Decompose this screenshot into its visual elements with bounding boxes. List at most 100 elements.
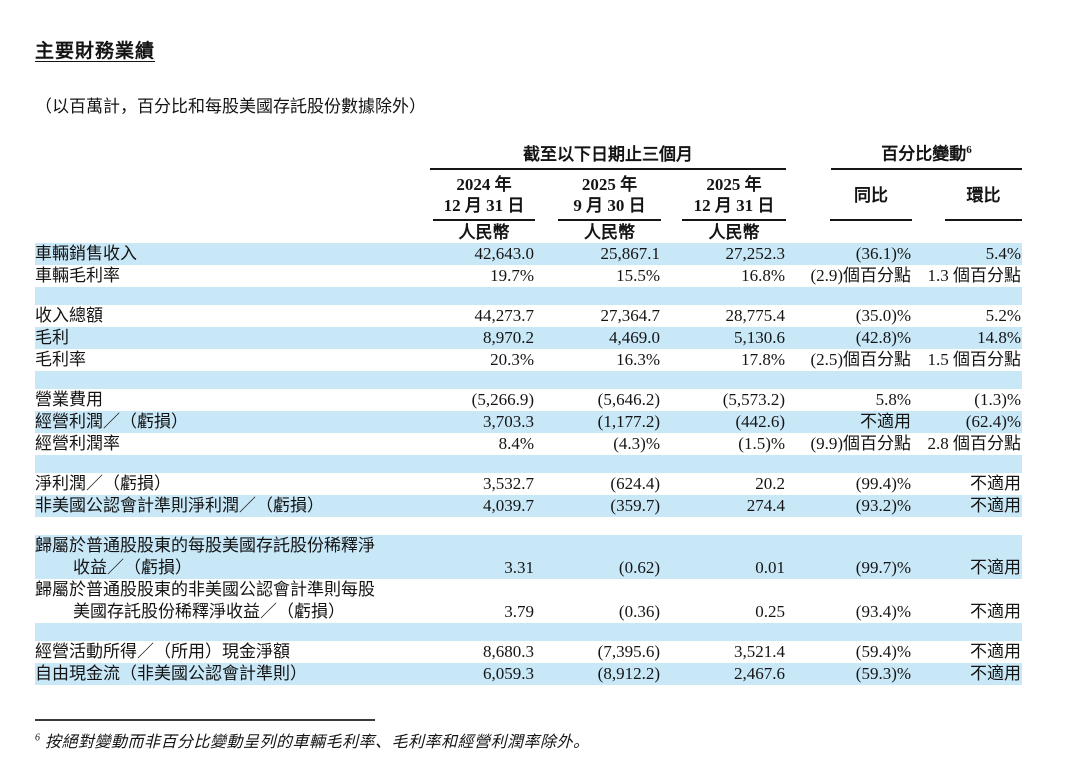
cell-value: (2.5)個百分點 — [810, 349, 912, 369]
currency-empty — [786, 221, 912, 243]
row-label: 毛利 — [35, 327, 69, 347]
cell-value: 不適用 — [970, 495, 1022, 515]
table-row: 淨利潤／（虧損） 3,532.7 (624.4) 20.2 (99.4)% 不適用 — [35, 473, 1022, 495]
cell-value: 4,039.7 — [483, 495, 534, 515]
row-label: 毛利率 — [35, 349, 86, 369]
group-header-pct-change-cell: 百分比變動6 — [786, 140, 1023, 170]
cell-value: (0.62) — [618, 557, 660, 577]
cell-value: 不適用 — [860, 411, 912, 431]
cell-value: (93.2)% — [855, 495, 912, 515]
table-row: 收入總額 44,273.7 27,364.7 28,775.4 (35.0)% 5.2% — [35, 305, 1022, 327]
table-row: 自由現金流（非美國公認會計準則） 6,059.3 (8,912.2) 2,467.6 (… — [35, 662, 1023, 685]
currency-label: 人民幣 — [584, 222, 635, 242]
cell-value: (1.5)% — [738, 433, 786, 453]
table-header: 截至以下日期止三個月 百分比變動6 2024 年 12 月 31 日 2025 … — [35, 140, 1023, 243]
table-row: 毛利 8,970.2 4,469.0 5,130.6 (42.8)% 14.8% — [35, 326, 1023, 349]
spacer-row — [35, 370, 1023, 389]
row-label: 自由現金流（非美國公認會計準則） — [35, 663, 307, 683]
group-header-pct-change: 百分比變動6 — [831, 140, 1023, 170]
row-label: 非美國公認會計準則淨利潤／（虧損） — [35, 495, 324, 515]
table-row: 毛利率 20.3% 16.3% 17.8% (2.5)個百分點 1.5 個百分點 — [35, 349, 1022, 371]
cell-value: 0.01 — [755, 557, 786, 577]
footnote-divider — [35, 718, 375, 721]
col-header-2024-12-31: 2024 年 12 月 31 日 — [415, 170, 535, 221]
cell-value: (442.6) — [735, 411, 786, 431]
spacer-row — [35, 286, 1023, 305]
cell-value: 1.5 個百分點 — [927, 349, 1022, 369]
currency-row: 人民幣 人民幣 人民幣 — [35, 221, 1022, 243]
table-body: 車輛銷售收入 42,643.0 25,867.1 27,252.3 (36.1)% 5.4… — [35, 242, 1023, 685]
cell-value: 44,273.7 — [474, 305, 535, 325]
cell-value: (5,573.2) — [722, 389, 786, 409]
cell-value: 5,130.6 — [734, 327, 786, 347]
col-header-2025-12-31: 2025 年 12 月 31 日 — [661, 170, 787, 221]
cell-value: (624.4) — [610, 473, 660, 493]
table-row: 經營利潤率 8.4% (4.3)% (1.5)% (9.9)個百分點 2.8 個百分點 — [35, 433, 1022, 455]
cell-value: 5.4% — [985, 243, 1022, 263]
cell-value: (0.36) — [618, 601, 660, 621]
row-label: 收入總額 — [35, 305, 103, 325]
page-title: 主要財務業績 — [35, 41, 156, 62]
cell-value: (7,395.6) — [597, 641, 660, 661]
table-row: 經營活動所得／（所用）現金淨額 8,680.3 (7,395.6) 3,521.4 (5… — [35, 641, 1022, 663]
col-header-date: 12 月 31 日 — [693, 195, 775, 215]
table-row: 非美國公認會計準則淨利潤／（虧損） 4,039.7 (359.7) 274.4 (93.… — [35, 494, 1023, 517]
table-row: 歸屬於普通股股東的非美國公認會計準則每股 美國存託股份稀釋淨收益／（虧損） 3.79… — [35, 579, 1022, 623]
cell-value: 1.3 個百分點 — [927, 265, 1022, 285]
cell-value: 不適用 — [970, 557, 1022, 577]
spacer-row — [35, 622, 1023, 641]
cell-value: 3.31 — [504, 557, 534, 577]
cell-value: (2.9)個百分點 — [810, 265, 912, 285]
cell-value: 42,643.0 — [474, 243, 535, 263]
cell-value: 20.2 — [755, 473, 786, 493]
cell-value: 8,970.2 — [483, 327, 534, 347]
col-header-year: 2025 年 — [581, 174, 638, 194]
cell-value: 3,532.7 — [483, 473, 534, 493]
cell-value: 20.3% — [490, 349, 534, 369]
group-header-empty — [35, 140, 415, 170]
cell-value: 16.3% — [616, 349, 660, 369]
cell-value: 19.7% — [490, 265, 534, 285]
spacer-cell — [35, 517, 1022, 535]
row-label: 經營利潤率 — [35, 433, 120, 453]
footnote: 6 按絕對變動而非百分比變動呈列的車輛毛利率、毛利率和經營利潤率除外。 — [35, 718, 1022, 752]
cell-value: 2.8 個百分點 — [927, 433, 1022, 453]
cell-value: 4,469.0 — [609, 327, 660, 347]
table-row: 歸屬於普通股股東的每股美國存託股份稀釋淨 收益／（虧損） 3.31 (0.62) 0.0… — [35, 534, 1023, 579]
cell-value: 3,703.3 — [483, 411, 534, 431]
cell-value: (4.3)% — [613, 433, 660, 453]
qoq-label: 環比 — [966, 186, 1001, 206]
cell-value: 2,467.6 — [734, 663, 786, 683]
currency-label: 人民幣 — [458, 222, 510, 242]
footnote-ref-6: 6 — [966, 144, 972, 156]
cell-value: (99.7)% — [855, 557, 912, 577]
spacer-cell — [35, 623, 1022, 641]
cell-value: 274.4 — [746, 495, 786, 515]
column-header-empty — [35, 170, 415, 221]
cell-value: 27,252.3 — [725, 243, 786, 263]
cell-value: (99.4)% — [855, 473, 912, 493]
spacer-row — [35, 517, 1022, 535]
group-header-three-months: 截至以下日期止三個月 — [430, 145, 787, 170]
group-header-three-months-cell: 截至以下日期止三個月 — [415, 140, 787, 170]
cell-value: (36.1)% — [855, 243, 912, 263]
cell-value: 15.5% — [616, 265, 660, 285]
cell-value: 不適用 — [970, 473, 1022, 493]
row-label: 車輛毛利率 — [35, 265, 120, 285]
row-label: 經營利潤／（虧損） — [35, 411, 188, 431]
col-header-year: 2024 年 — [456, 174, 512, 194]
spacer-cell — [35, 455, 1022, 473]
financial-table: 截至以下日期止三個月 百分比變動6 2024 年 12 月 31 日 2025 … — [35, 140, 1023, 685]
cell-value: 28,775.4 — [725, 305, 786, 325]
currency-empty — [35, 221, 415, 243]
cell-value: 8.4% — [498, 433, 534, 453]
row-label: 車輛銷售收入 — [35, 243, 137, 263]
cell-value: 5.8% — [875, 389, 912, 409]
row-label: 歸屬於普通股股東的每股美國存託股份稀釋淨 收益／（虧損） — [35, 535, 375, 577]
cell-value: (1,177.2) — [597, 411, 660, 431]
cell-value: 5.2% — [985, 305, 1022, 325]
row-label: 營業費用 — [35, 389, 103, 409]
cell-value: (5,266.9) — [471, 389, 534, 409]
row-label: 淨利潤／（虧損） — [35, 473, 171, 493]
